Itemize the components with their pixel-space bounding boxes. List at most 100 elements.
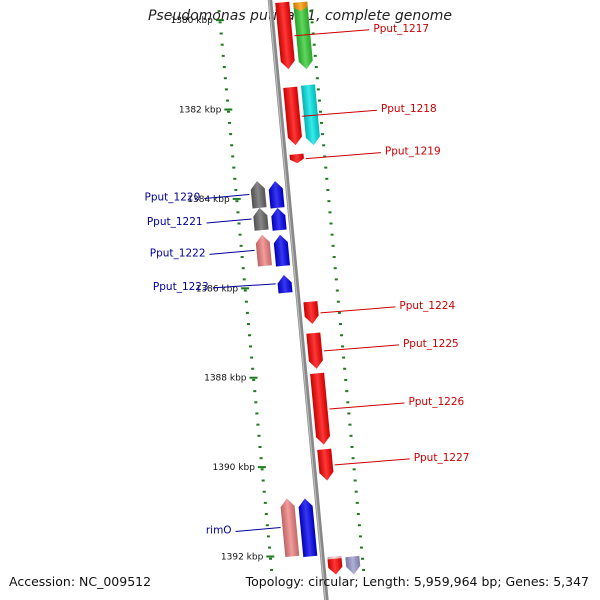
gene-feature[interactable] (280, 498, 300, 558)
guide-dot-right (328, 211, 332, 214)
gene-arrow-shading (253, 207, 269, 231)
guide-dot-left (242, 278, 246, 281)
guide-dot-right (333, 267, 337, 270)
guide-dot-right (322, 144, 326, 147)
gene-arrow-shading (310, 372, 331, 445)
guide-dot-left (236, 211, 240, 214)
gene-feature[interactable] (293, 1, 308, 12)
gene-feature[interactable] (345, 555, 361, 575)
gene-label[interactable]: Pput_1224 (399, 300, 455, 312)
tick-label: 1380 kbp (170, 16, 213, 26)
gene-feature[interactable] (301, 84, 321, 146)
genome-backbone (267, 0, 329, 600)
guide-dot-left (245, 311, 249, 314)
guide-dot-right (330, 233, 334, 236)
guide-dot-left (257, 434, 261, 437)
guide-dot-right (340, 334, 344, 337)
genome-backbone-highlight (268, 0, 327, 600)
accession-text: Accession: NC_009512 (9, 574, 152, 589)
guide-dot-left (235, 200, 239, 203)
guide-dot-right (336, 300, 340, 303)
gene-arrow-shading (327, 558, 343, 575)
gene-label-leader (320, 306, 396, 314)
guide-dot-left (255, 412, 259, 415)
guide-dot-right (332, 256, 336, 259)
gene-feature[interactable] (250, 180, 267, 209)
gene-feature[interactable] (289, 153, 305, 164)
gene-feature[interactable] (275, 1, 295, 70)
gene-feature[interactable] (317, 448, 334, 481)
gene-label-leader (235, 526, 281, 532)
gene-arrow-shading (268, 181, 285, 209)
gene-label[interactable]: Pput_1220 (145, 191, 201, 203)
gene-feature[interactable] (255, 234, 272, 267)
guide-dot-left (229, 133, 233, 136)
guide-dot-right (324, 166, 328, 169)
gene-feature[interactable] (306, 332, 323, 369)
tick-label: 1392 kbp (221, 553, 264, 563)
gene-feature[interactable] (277, 274, 293, 294)
gene-feature[interactable] (303, 301, 319, 325)
gene-feature[interactable] (298, 498, 318, 558)
gene-arrow-shading (306, 332, 323, 369)
guide-dot-left (241, 267, 245, 270)
gene-label[interactable]: Pput_1227 (414, 452, 470, 464)
guide-dot-right (313, 54, 317, 57)
gene-arrow-shading (293, 1, 308, 12)
gene-arrow-shading (273, 234, 290, 267)
guide-dot-right (317, 99, 321, 102)
gene-label[interactable]: Pput_1219 (385, 146, 441, 158)
gene-label[interactable]: Pput_1222 (150, 247, 206, 259)
guide-dot-left (218, 21, 222, 24)
gene-arrow-shading (271, 207, 287, 231)
gene-label[interactable]: Pput_1218 (381, 103, 437, 115)
guide-dot-left (267, 546, 271, 549)
gene-label[interactable]: Pput_1226 (408, 396, 464, 408)
gene-label[interactable]: Pput_1217 (373, 23, 429, 35)
gene-arrow-shading (275, 1, 295, 70)
guide-dot-left (249, 345, 253, 348)
gene-feature[interactable] (268, 180, 285, 209)
gene-label-leader (206, 218, 252, 224)
guide-dot-right (353, 479, 357, 482)
gene-label-leader (323, 344, 400, 352)
guide-dot-right (310, 21, 314, 24)
guide-dot-right (362, 568, 366, 571)
guide-dot-right (319, 110, 323, 113)
guide-dot-right (331, 244, 335, 247)
guide-dot-left (251, 367, 255, 370)
guide-dot-left (269, 557, 273, 560)
guide-dot-left (240, 256, 244, 259)
gene-arrow-shading (317, 448, 334, 481)
gene-label[interactable]: Pput_1225 (403, 338, 459, 350)
guide-dot-left (234, 188, 238, 191)
guide-dot-right (338, 323, 342, 326)
gene-label[interactable]: Pput_1223 (153, 281, 209, 293)
guide-dot-right (343, 367, 347, 370)
guide-dot-left (228, 121, 232, 124)
guide-dot-left (253, 390, 257, 393)
guide-dot-right (354, 490, 358, 493)
gene-feature[interactable] (253, 207, 269, 231)
guide-dot-right (356, 513, 360, 516)
guide-dot-left (259, 457, 263, 460)
gene-label[interactable]: rimO (206, 524, 232, 536)
guide-dot-right (361, 557, 365, 560)
gene-feature[interactable] (327, 558, 343, 575)
guide-dot-left (221, 54, 225, 57)
guide-dot-left (239, 244, 243, 247)
gene-feature[interactable] (310, 372, 331, 446)
guide-dot-right (311, 32, 315, 35)
gene-feature[interactable] (283, 86, 302, 146)
guide-dot-right (349, 434, 353, 437)
guide-dot-right (315, 77, 319, 80)
gene-feature[interactable] (273, 234, 290, 267)
guide-dot-right (325, 177, 329, 180)
gene-label[interactable]: Pput_1221 (147, 216, 203, 228)
guide-dot-left (248, 334, 252, 337)
gene-feature[interactable] (271, 207, 287, 231)
gene-label-leader (294, 29, 370, 37)
gene-arrow-shading (289, 153, 304, 164)
gene-label-leader (204, 193, 250, 199)
gene-arrow-shading (301, 84, 320, 146)
